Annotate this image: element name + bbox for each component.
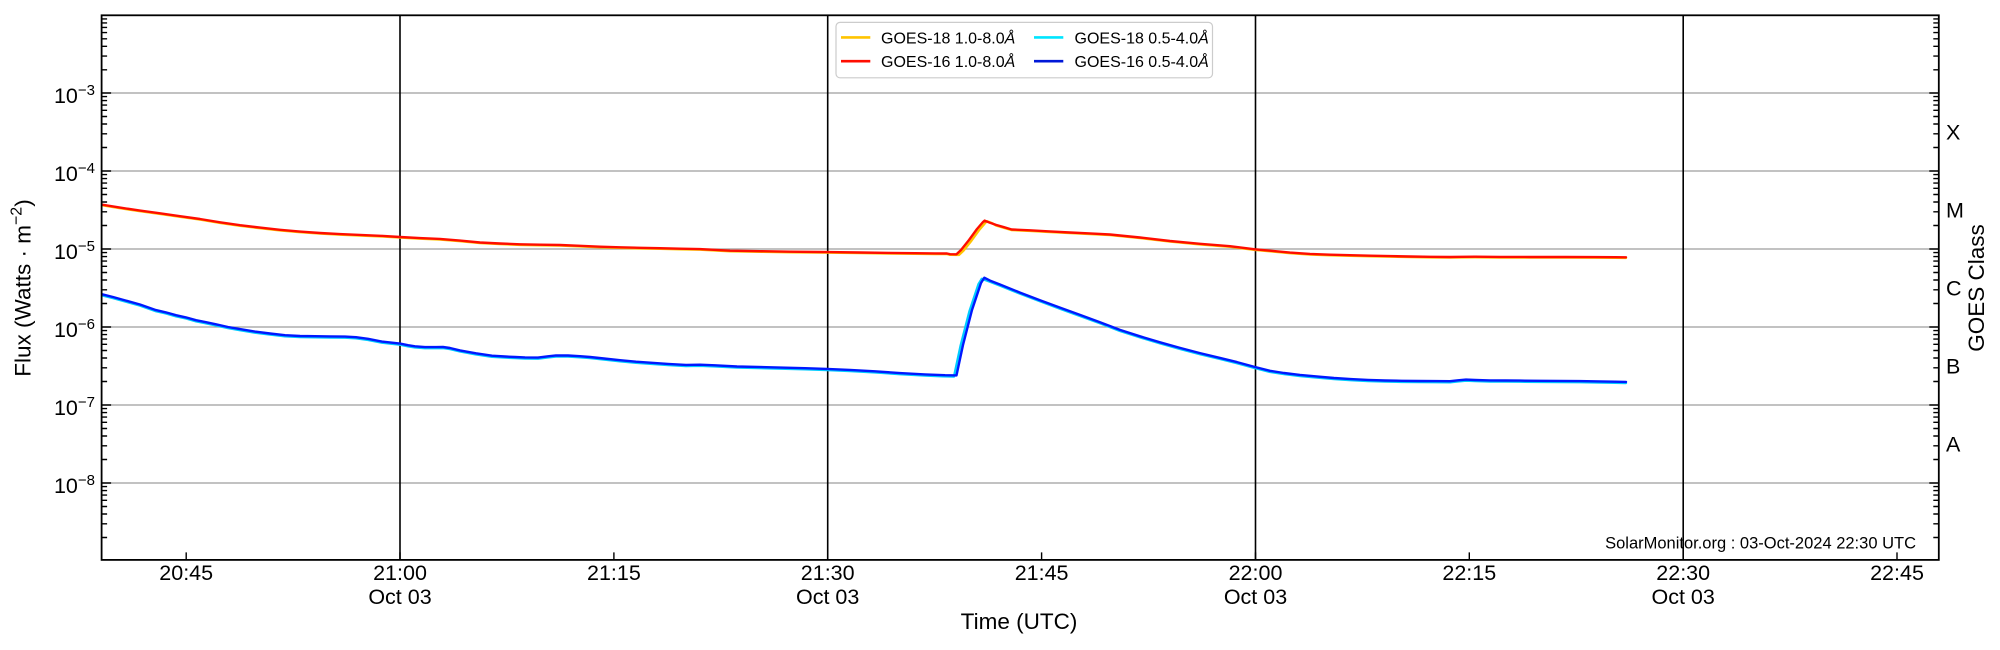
- svg-text:Time (UTC): Time (UTC): [961, 609, 1078, 634]
- svg-text:20:45: 20:45: [159, 561, 213, 585]
- svg-text:GOES-18 1.0-8.0Å: GOES-18 1.0-8.0Å: [881, 28, 1015, 47]
- svg-text:M: M: [1946, 199, 1964, 223]
- svg-text:22:30: 22:30: [1656, 561, 1710, 585]
- svg-text:GOES-16 1.0-8.0Å: GOES-16 1.0-8.0Å: [881, 52, 1015, 71]
- svg-text:21:00: 21:00: [373, 561, 427, 585]
- svg-text:Oct 03: Oct 03: [796, 585, 859, 609]
- svg-text:21:45: 21:45: [1015, 561, 1069, 585]
- svg-text:Oct 03: Oct 03: [1652, 585, 1715, 609]
- svg-text:GOES-16 0.5-4.0Å: GOES-16 0.5-4.0Å: [1075, 52, 1209, 71]
- svg-text:21:15: 21:15: [587, 561, 641, 585]
- svg-text:21:30: 21:30: [801, 561, 855, 585]
- svg-text:22:00: 22:00: [1229, 561, 1283, 585]
- svg-text:B: B: [1946, 355, 1960, 379]
- svg-text:A: A: [1946, 433, 1961, 457]
- svg-text:10−3: 10−3: [54, 82, 95, 108]
- svg-text:22:45: 22:45: [1870, 561, 1924, 585]
- svg-text:C: C: [1946, 277, 1962, 301]
- svg-text:X: X: [1946, 121, 1960, 145]
- svg-text:SolarMonitor.org : 03-Oct-2024: SolarMonitor.org : 03-Oct-2024 22:30 UTC: [1605, 535, 1916, 553]
- svg-text:GOES Class: GOES Class: [1964, 224, 1989, 352]
- svg-text:Oct 03: Oct 03: [1224, 585, 1287, 609]
- svg-text:GOES-18 0.5-4.0Å: GOES-18 0.5-4.0Å: [1075, 28, 1209, 47]
- svg-text:22:15: 22:15: [1442, 561, 1496, 585]
- svg-text:Flux (Watts · m−2): Flux (Watts · m−2): [9, 199, 36, 376]
- svg-text:Oct 03: Oct 03: [368, 585, 431, 609]
